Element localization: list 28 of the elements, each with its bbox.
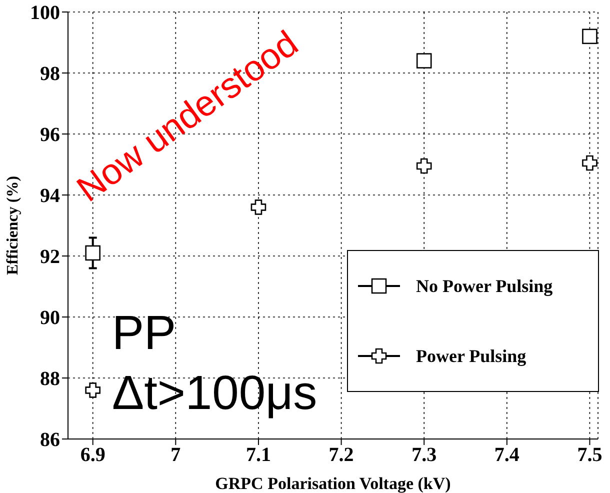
point: [582, 28, 598, 44]
y-axis-title: Efficiency (%): [4, 176, 22, 276]
x-tick-label: 6.9: [80, 444, 106, 466]
y-tick-label: 90: [40, 307, 60, 330]
x-tick-label: 7: [170, 444, 181, 466]
y-tick-label: 92: [40, 246, 60, 268]
point: [416, 158, 432, 174]
x-tick-label: 7.5: [577, 444, 602, 466]
point: [85, 382, 100, 398]
point: [250, 200, 266, 215]
x-tick-label: 7.1: [246, 444, 271, 466]
y-tick-label: 88: [40, 368, 60, 390]
y-tick-label: 100: [30, 2, 60, 24]
x-axis-title: GRPC Polarisation Voltage (kV): [215, 474, 451, 493]
annotation: Δt>100μs: [112, 367, 318, 420]
legend-label: Power Pulsing: [416, 346, 526, 366]
y-tick-label: 96: [40, 124, 60, 146]
point: [85, 245, 100, 261]
point: [416, 53, 432, 68]
y-tick-label: 98: [40, 63, 60, 86]
x-tick-label: 7.2: [328, 444, 354, 466]
annotation: PP: [112, 307, 176, 360]
y-tick-label: 94: [40, 185, 60, 208]
x-tick-label: 7.3: [412, 444, 437, 466]
legend-label: No Power Pulsing: [416, 276, 553, 296]
y-tick-label: 86: [40, 429, 60, 452]
x-tick-label: 7.4: [494, 444, 520, 466]
point: [582, 155, 598, 171]
